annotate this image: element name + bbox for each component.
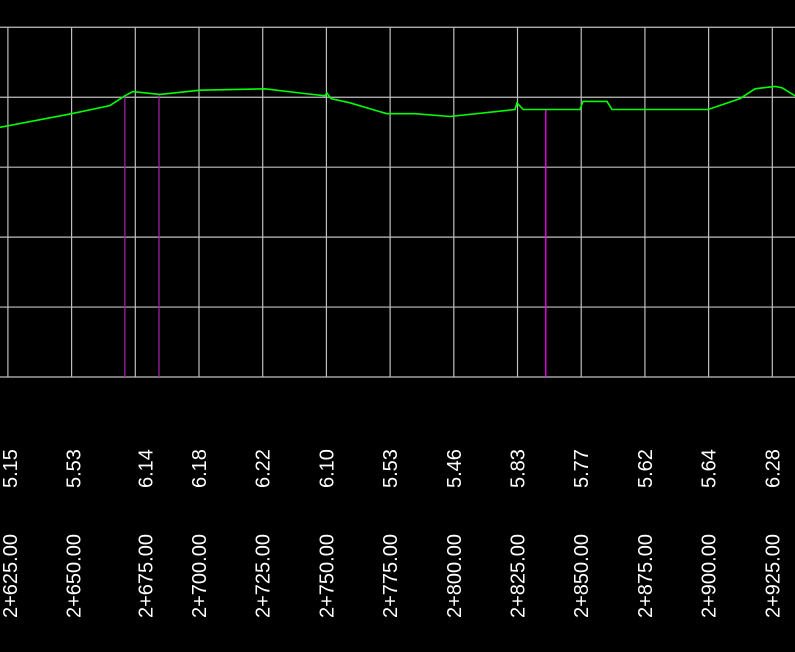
- elevation-label: 6.14: [135, 449, 157, 488]
- elevation-label: 5.83: [508, 449, 530, 488]
- vertical-markers: [124, 94, 547, 377]
- elevation-label: 6.22: [253, 449, 275, 488]
- station-label: 2+650.00: [64, 534, 86, 618]
- station-label: 2+850.00: [571, 534, 593, 618]
- station-label: 2+800.00: [444, 534, 466, 618]
- elevation-label: 6.28: [762, 449, 784, 488]
- station-label: 2+700.00: [189, 534, 211, 618]
- profile-line: [0, 85, 795, 129]
- station-label: 2+625.00: [0, 534, 22, 618]
- ground-profile: [0, 85, 795, 129]
- elevation-label: 6.10: [316, 449, 338, 488]
- station-label: 2+825.00: [508, 534, 530, 618]
- grid: [0, 26, 795, 378]
- station-label: 2+900.00: [699, 534, 721, 618]
- station-label: 2+775.00: [380, 534, 402, 618]
- elevation-label: 6.18: [189, 449, 211, 488]
- station-label: 2+750.00: [316, 534, 338, 618]
- elevation-label: 5.77: [571, 449, 593, 488]
- station-label: 2+675.00: [135, 534, 157, 618]
- elevation-label: 5.53: [64, 449, 86, 488]
- station-label: 2+725.00: [253, 534, 275, 618]
- elevation-label: 5.46: [444, 449, 466, 488]
- elevation-label: 5.62: [635, 449, 657, 488]
- station-labels: 5.15 2+625.00 5.53 2+650.00 6.14 2+675.00 6.18…: [0, 449, 784, 618]
- elevation-label: 5.15: [0, 449, 22, 488]
- elevation-label: 5.64: [699, 449, 721, 488]
- station-label: 2+875.00: [635, 534, 657, 618]
- elevation-label: 5.53: [380, 449, 402, 488]
- station-label: 2+925.00: [762, 534, 784, 618]
